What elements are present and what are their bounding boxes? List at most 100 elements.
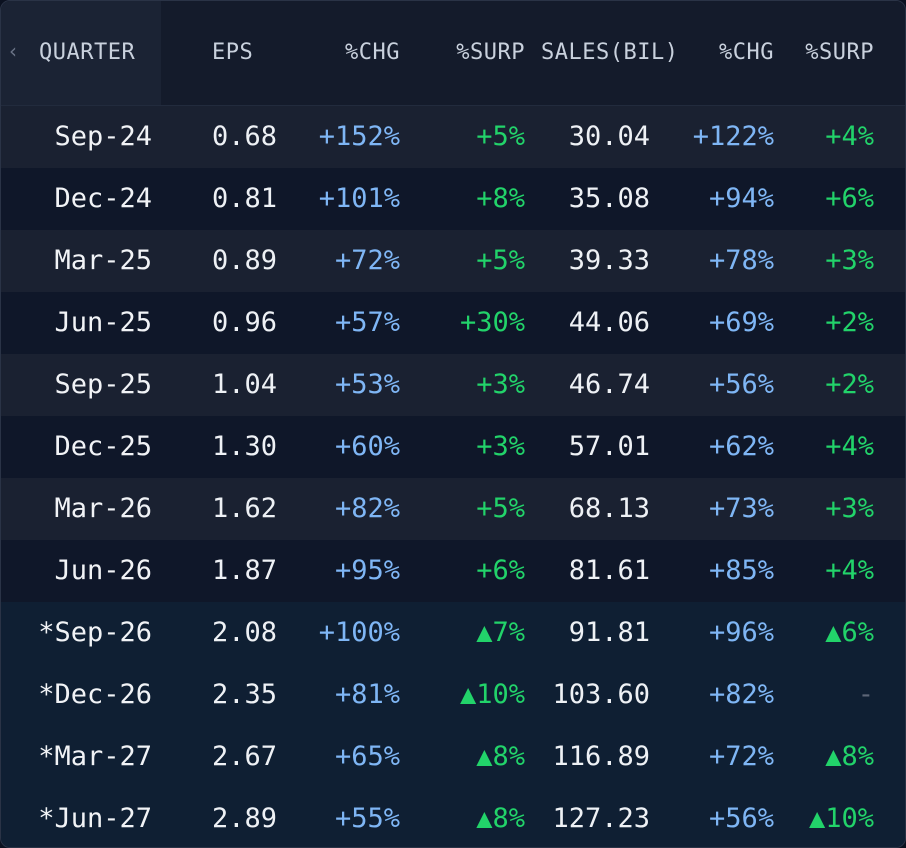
cell-eps-surp: +3% [476, 431, 525, 462]
header-eps-surp[interactable]: %SURP [456, 40, 525, 65]
cell-eps-chg: +152% [318, 121, 400, 152]
cell-eps-surp: +8% [476, 183, 525, 214]
cell-eps-surp: +5% [476, 493, 525, 524]
cell-eps-surp: ▲10% [459, 679, 525, 710]
cell-eps-chg: +57% [334, 307, 400, 338]
cell-sales-chg: +96% [708, 617, 774, 648]
cell-eps-chg: +95% [334, 555, 400, 586]
table-row[interactable]: Dec-25 1.30 +60% +3% 57.01 +62% +4% [1, 416, 905, 479]
cell-quarter: Jun-25 [54, 307, 152, 338]
table-row-forecast[interactable]: *Sep-26 2.08 +100% ▲7% 91.81 +96% ▲6% [1, 602, 905, 665]
table-header: ‹ QUARTER EPS %CHG %SURP SALES(BIL) %CHG… [1, 1, 905, 106]
cell-eps-surp: +5% [476, 245, 525, 276]
cell-quarter: Mar-26 [54, 493, 152, 524]
cell-quarter: Dec-25 [54, 431, 152, 462]
header-quarter[interactable]: QUARTER [39, 40, 136, 65]
cell-sales-chg: +94% [708, 183, 774, 214]
cell-sales-surp: +4% [825, 431, 874, 462]
cell-sales-chg: +85% [708, 555, 774, 586]
chevron-left-icon[interactable]: ‹ [9, 39, 17, 63]
cell-sales-chg: +56% [708, 369, 774, 400]
cell-quarter: *Dec-26 [38, 679, 152, 710]
table-row-forecast[interactable]: *Mar-27 2.67 +65% ▲8% 116.89 +72% ▲8% [1, 726, 905, 789]
cell-quarter: Dec-24 [54, 183, 152, 214]
table-row-forecast[interactable]: *Jun-27 2.89 +55% ▲8% 127.23 +56% ▲10% [1, 788, 905, 847]
cell-eps-chg: +81% [334, 679, 400, 710]
cell-eps-chg: +82% [334, 493, 400, 524]
cell-sales-chg: +73% [708, 493, 774, 524]
cell-sales-chg: +72% [708, 741, 774, 772]
cell-sales-surp: +2% [825, 307, 874, 338]
cell-eps: 0.96 [211, 307, 277, 338]
cell-eps: 0.81 [211, 183, 277, 214]
cell-eps-surp: ▲7% [476, 617, 525, 648]
cell-sales-surp: +6% [825, 183, 874, 214]
cell-sales-chg: +82% [708, 679, 774, 710]
cell-eps: 1.30 [211, 431, 277, 462]
cell-quarter: *Sep-26 [38, 617, 152, 648]
cell-sales-chg: +122% [692, 121, 774, 152]
cell-sales: 46.74 [568, 369, 650, 400]
cell-sales-chg: +62% [708, 431, 774, 462]
cell-eps: 0.89 [211, 245, 277, 276]
cell-eps: 1.04 [211, 369, 277, 400]
cell-sales-surp: +2% [825, 369, 874, 400]
cell-sales-chg: +78% [708, 245, 774, 276]
cell-sales-surp: ▲6% [825, 617, 874, 648]
cell-sales-surp: - [857, 679, 874, 710]
cell-eps: 1.62 [211, 493, 277, 524]
cell-quarter: Sep-24 [54, 121, 152, 152]
cell-sales: 68.13 [568, 493, 650, 524]
cell-sales-surp: +4% [825, 555, 874, 586]
header-eps[interactable]: EPS [212, 40, 254, 65]
cell-sales: 103.60 [552, 679, 650, 710]
header-sales[interactable]: SALES(BIL) [541, 40, 679, 65]
table-row[interactable]: Jun-26 1.87 +95% +6% 81.61 +85% +4% [1, 540, 905, 603]
cell-sales: 44.06 [568, 307, 650, 338]
cell-eps-chg: +53% [334, 369, 400, 400]
table-row[interactable]: Jun-25 0.96 +57% +30% 44.06 +69% +2% [1, 292, 905, 355]
cell-sales-chg: +56% [708, 803, 774, 834]
table-row[interactable]: Mar-26 1.62 +82% +5% 68.13 +73% +3% [1, 478, 905, 541]
cell-eps-chg: +55% [334, 803, 400, 834]
cell-eps-surp: ▲8% [476, 803, 525, 834]
cell-eps-chg: +100% [318, 617, 400, 648]
cell-eps-surp: +3% [476, 369, 525, 400]
cell-eps-surp: ▲8% [476, 741, 525, 772]
table-row-forecast[interactable]: *Dec-26 2.35 +81% ▲10% 103.60 +82% - [1, 664, 905, 727]
cell-sales: 81.61 [568, 555, 650, 586]
cell-quarter: *Jun-27 [38, 803, 152, 834]
cell-eps-chg: +101% [318, 183, 400, 214]
cell-sales: 35.08 [568, 183, 650, 214]
cell-sales-surp: +4% [825, 121, 874, 152]
header-sales-surp[interactable]: %SURP [805, 40, 874, 65]
header-eps-chg[interactable]: %CHG [345, 40, 400, 65]
cell-sales-surp: ▲8% [825, 741, 874, 772]
cell-eps: 0.68 [211, 121, 277, 152]
cell-sales: 39.33 [568, 245, 650, 276]
cell-eps-chg: +72% [334, 245, 400, 276]
cell-quarter: Mar-25 [54, 245, 152, 276]
cell-sales-chg: +69% [708, 307, 774, 338]
cell-quarter: Sep-25 [54, 369, 152, 400]
cell-eps-surp: +5% [476, 121, 525, 152]
quarter-header-cell [1, 1, 161, 105]
cell-eps: 2.35 [211, 679, 277, 710]
table-row[interactable]: Mar-25 0.89 +72% +5% 39.33 +78% +3% [1, 230, 905, 293]
cell-eps-surp: +30% [459, 307, 525, 338]
table-row[interactable]: Sep-25 1.04 +53% +3% 46.74 +56% +2% [1, 354, 905, 417]
cell-eps-surp: +6% [476, 555, 525, 586]
cell-eps: 1.87 [211, 555, 277, 586]
cell-sales: 57.01 [568, 431, 650, 462]
table-row[interactable]: Dec-24 0.81 +101% +8% 35.08 +94% +6% [1, 168, 905, 231]
cell-eps-chg: +65% [334, 741, 400, 772]
cell-sales-surp: ▲10% [808, 803, 874, 834]
cell-eps: 2.67 [211, 741, 277, 772]
cell-eps: 2.08 [211, 617, 277, 648]
cell-eps-chg: +60% [334, 431, 400, 462]
cell-sales: 116.89 [552, 741, 650, 772]
cell-sales: 91.81 [568, 617, 650, 648]
table-row[interactable]: Sep-24 0.68 +152% +5% 30.04 +122% +4% [1, 106, 905, 169]
header-sales-chg[interactable]: %CHG [719, 40, 774, 65]
